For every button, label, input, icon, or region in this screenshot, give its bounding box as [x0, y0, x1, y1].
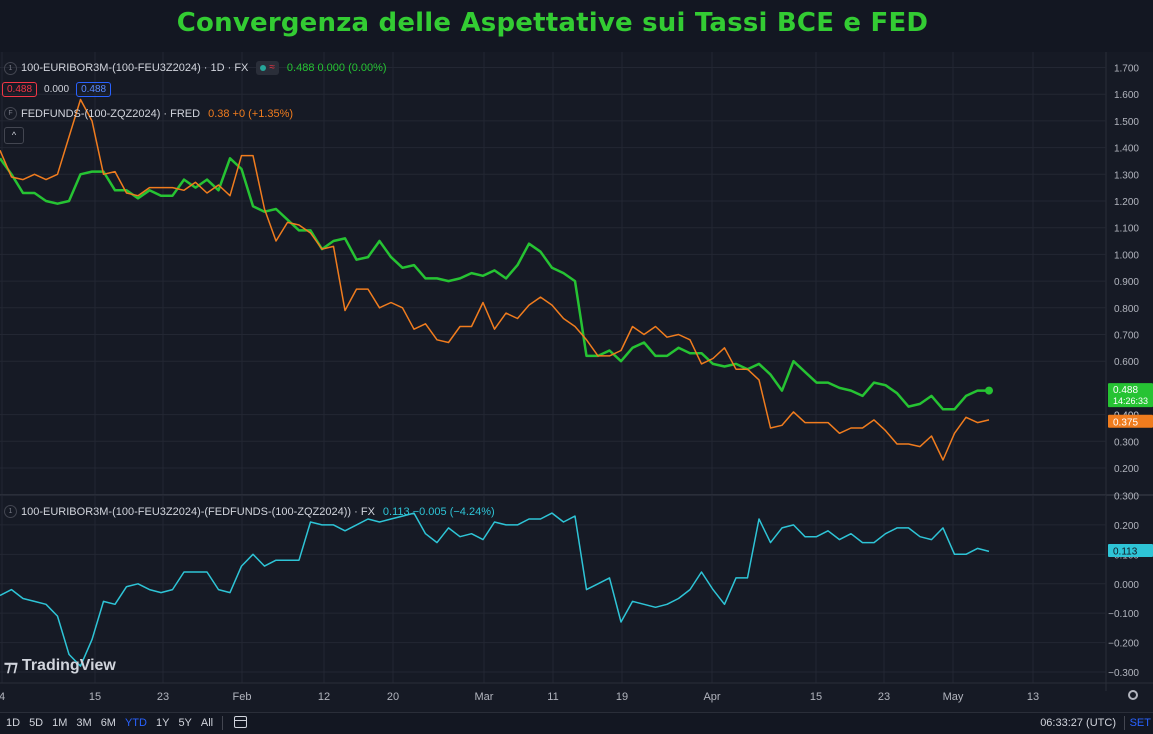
x-tick-label: 23 [157, 691, 169, 703]
tradingview-mark-icon: ⁊⁊ [4, 658, 18, 675]
x-tick-label: Feb [233, 691, 252, 703]
spread-value: 0.000 [44, 84, 70, 95]
trade-buttons: 0.488 0.000 0.488 [2, 82, 112, 97]
legend-sub[interactable]: 1 100-EURIBOR3M-(100-FEU3Z2024)-(FEDFUND… [4, 505, 495, 518]
y-tick-label: 1.200 [1114, 197, 1139, 208]
series-line-1-0 [0, 512, 990, 667]
legend-main[interactable]: 1 100-EURIBOR3M-(100-FEU3Z2024) · 1D · F… [4, 61, 387, 75]
clock-readout[interactable]: 06:33:27 (UTC) [1040, 717, 1116, 729]
y-tick-label: 1.000 [1114, 250, 1139, 261]
range-button-all[interactable]: All [200, 717, 214, 729]
page-title: Convergenza delle Aspettative sui Tassi … [176, 8, 929, 38]
y-tick-label: 0.900 [1114, 277, 1139, 288]
wave-icon: ≈ [269, 62, 275, 73]
price-label-time: 14:26:33 [1113, 396, 1148, 406]
legend-main-values: 0.488 0.000 (0.00%) [286, 62, 387, 74]
title-bar [0, 0, 1153, 52]
y-tick-label: −0.200 [1108, 639, 1139, 650]
price-label-box [1108, 383, 1153, 408]
y-tick-label: 0.300 [1114, 437, 1139, 448]
y-tick-label: 1.300 [1114, 170, 1139, 181]
sell-button[interactable]: 0.488 [2, 82, 38, 97]
price-label-box [1108, 544, 1153, 558]
y-tick-label: 1.100 [1114, 224, 1139, 235]
status-dot-icon [260, 65, 267, 71]
x-tick-label: 20 [387, 691, 399, 703]
range-button-1m[interactable]: 1M [52, 717, 68, 729]
x-tick-label: Apr [703, 691, 720, 703]
range-button-3m[interactable]: 3M [76, 717, 92, 729]
y-tick-label: 0.700 [1114, 331, 1139, 342]
series-line-0-1 [0, 98, 990, 461]
gear-icon[interactable] [1128, 690, 1138, 700]
range-button-ytd[interactable]: YTD [124, 717, 147, 729]
y-tick-label: 0.600 [1114, 357, 1139, 368]
legend-main-index: 1 [4, 61, 17, 75]
last-point-marker [985, 386, 993, 395]
range-button-5d[interactable]: 5D [29, 717, 44, 729]
x-tick-label: 15 [89, 691, 101, 703]
y-tick-label: −0.100 [1108, 609, 1139, 620]
visibility-toggle[interactable]: ≈ [256, 61, 279, 75]
y-tick-label: −0.300 [1108, 668, 1139, 679]
y-tick-label: 0.800 [1114, 304, 1139, 315]
x-tick-label: Mar [475, 691, 494, 703]
divider [222, 716, 223, 730]
x-tick-label: May [943, 691, 964, 703]
calendar-icon[interactable] [234, 716, 247, 728]
y-tick-label: 1.700 [1114, 64, 1139, 75]
series-line-0-0 [0, 157, 989, 411]
x-tick-label: 23 [878, 691, 890, 703]
y-tick-label: 1.600 [1114, 90, 1139, 101]
legend-sub-values: 0.113 −0.005 (−4.24%) [382, 505, 495, 518]
divider [1124, 716, 1125, 730]
range-button-1y[interactable]: 1Y [155, 717, 170, 729]
x-tick-label: 15 [810, 691, 822, 703]
price-label-text: 0.113 [1113, 547, 1138, 558]
range-button-1d[interactable]: 1D [6, 717, 21, 729]
y-tick-label: 1.400 [1114, 144, 1139, 155]
tradingview-logo[interactable]: ⁊⁊ TradingView [4, 657, 116, 675]
legend-fed-symbol[interactable]: FEDFUNDS-(100-ZQZ2024) · FRED [21, 107, 201, 120]
y-tick-label: 0.200 [1114, 521, 1139, 532]
x-tick-label: 12 [318, 691, 330, 703]
legend-sub-index: 1 [4, 505, 17, 518]
buy-button[interactable]: 0.488 [76, 82, 112, 97]
price-label-box [1108, 414, 1153, 428]
settings-link[interactable]: SET [1129, 717, 1151, 729]
y-tick-label: 0.000 [1114, 580, 1139, 591]
logo-text: TradingView [21, 657, 116, 674]
x-tick-label: 13 [1027, 691, 1039, 703]
chart-area[interactable]: 1.700 1.600 1.500 1.400 1.300 1.200 1.100 1.000… [0, 52, 1153, 712]
range-button-6m[interactable]: 6M [100, 717, 116, 729]
y-tick-label: 0.200 [1114, 464, 1139, 475]
x-tick-label: 11 [547, 691, 558, 703]
y-tick-label: 0.300 [1114, 492, 1139, 503]
legend-sub-symbol[interactable]: 100-EURIBOR3M-(100-FEU3Z2024)-(FEDFUNDS-… [21, 505, 375, 518]
collapse-legend-button[interactable]: ^ [4, 127, 24, 144]
x-tick-label: 19 [616, 691, 628, 703]
legend-main-symbol[interactable]: 100-EURIBOR3M-(100-FEU3Z2024) · 1D · FX [21, 62, 249, 74]
x-tick-label: 4 [0, 691, 5, 703]
legend-fed[interactable]: F FEDFUNDS-(100-ZQZ2024) · FRED 0.38 +0 … [4, 107, 293, 120]
range-button-5y[interactable]: 5Y [178, 717, 192, 729]
legend-fed-values: 0.38 +0 (+1.35%) [208, 107, 294, 120]
price-label-text: 0.488 [1113, 385, 1138, 396]
bottom-toolbar: 1D 5D 1M 3M 6M YTD 1Y 5Y All 06:33:27 (UTC) SET [0, 712, 1153, 734]
range-buttons: 1D 5D 1M 3M 6M YTD 1Y 5Y All [6, 717, 222, 729]
y-tick-label: 1.500 [1114, 117, 1139, 128]
price-label-text: 0.375 [1113, 417, 1138, 428]
legend-fed-index: F [4, 107, 17, 120]
